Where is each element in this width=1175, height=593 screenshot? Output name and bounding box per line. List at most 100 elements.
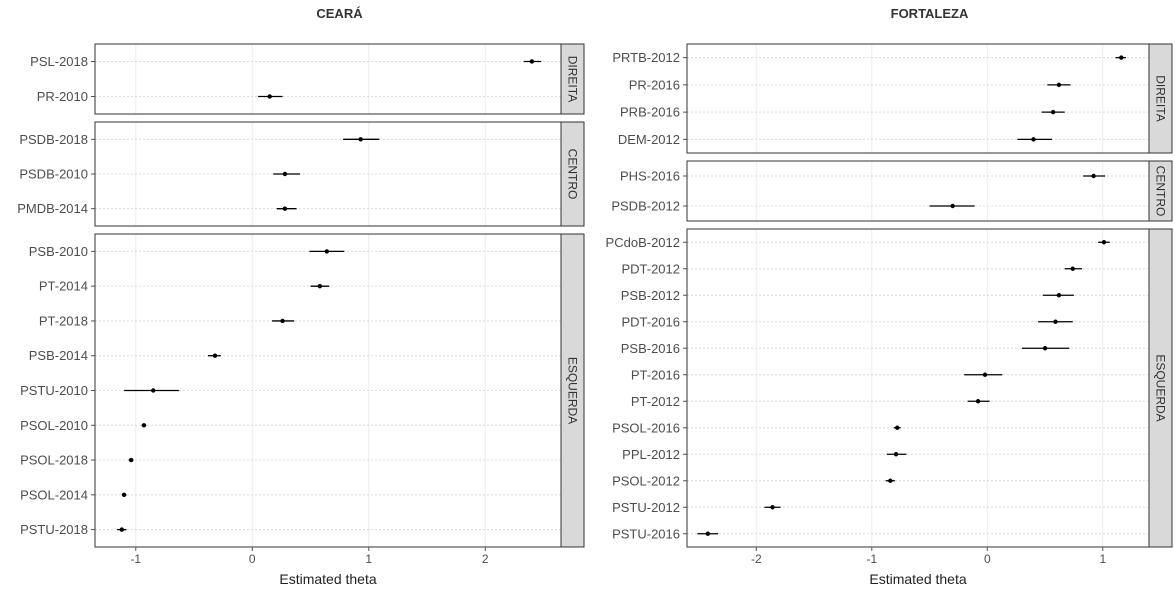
chart-title: FORTALEZA [891, 6, 969, 21]
data-point [1119, 55, 1124, 60]
y-tick-label: PSDB-2010 [19, 167, 88, 182]
facet-strip [560, 233, 585, 548]
y-tick-label: PSB-2010 [29, 244, 88, 259]
y-tick-label: PSL-2018 [30, 54, 88, 69]
data-point [1053, 319, 1058, 324]
y-tick-label: PT-2016 [631, 367, 680, 382]
facet-strip [1148, 160, 1173, 222]
x-tick-label: -2 [751, 552, 762, 566]
y-tick-label: PHS-2016 [620, 169, 680, 184]
data-point [950, 203, 955, 209]
data-point [212, 353, 218, 358]
data-point [151, 388, 156, 393]
data-point [317, 283, 323, 289]
y-tick-label: PSOL-2016 [612, 420, 680, 435]
data-point [280, 318, 285, 324]
y-tick-label: PSTU-2012 [612, 500, 680, 515]
data-point [888, 478, 893, 483]
data-point [895, 425, 900, 430]
y-tick-label: PSOL-2012 [612, 473, 680, 488]
facet-strip-label: ESQUERDA [566, 357, 580, 424]
facet-strip [1148, 43, 1173, 154]
y-tick-label: PSDB-2018 [19, 132, 88, 147]
chart-title: CEARÁ [316, 6, 363, 21]
data-point [1031, 137, 1036, 142]
y-tick-label: PDT-2016 [621, 314, 680, 329]
y-tick-label: PSB-2016 [621, 341, 680, 356]
x-axis-title: Estimated theta [279, 571, 376, 587]
data-point [358, 137, 363, 142]
facet-strip-label: DIREITA [566, 56, 580, 102]
y-tick-label: PSOL-2018 [20, 453, 88, 468]
data-point [1050, 109, 1056, 115]
panel-background [95, 44, 561, 114]
panel-background [687, 44, 1149, 153]
data-point [1042, 346, 1048, 351]
data-point [121, 492, 127, 498]
y-tick-label: PSTU-2016 [612, 526, 680, 541]
panel-background [687, 161, 1149, 221]
y-tick-label: PCdoB-2012 [606, 235, 680, 250]
facet-panel: PSB-2010 PT-2014 PT-2018 PSB-2014 PSTU-2010 P… [20, 233, 585, 548]
x-tick-label: 0 [984, 552, 991, 566]
x-axis-title: Estimated theta [869, 571, 966, 587]
data-point [267, 94, 272, 99]
data-point [282, 171, 288, 177]
data-point [1056, 82, 1062, 88]
x-tick-label: -1 [866, 552, 877, 566]
y-tick-label: PMDB-2014 [17, 201, 88, 216]
y-tick-label: PSTU-2010 [20, 383, 88, 398]
y-tick-label: PRTB-2012 [612, 50, 680, 65]
data-point [1091, 173, 1096, 179]
facet-panel: PCdoB-2012 PDT-2012 PSB-2012 PDT-2016 PSB-20… [606, 228, 1173, 548]
data-point [893, 452, 899, 457]
y-tick-label: DEM-2012 [618, 132, 680, 147]
x-tick-label: 2 [482, 552, 489, 566]
y-tick-label: PSTU-2018 [20, 522, 88, 537]
y-tick-label: PR-2016 [629, 77, 680, 92]
y-tick-label: PSOL-2014 [20, 487, 88, 502]
data-point [982, 372, 988, 377]
data-point [770, 505, 775, 510]
data-point [1056, 293, 1062, 298]
y-tick-label: PPL-2012 [622, 447, 680, 462]
y-tick-label: PSB-2012 [621, 288, 680, 303]
x-tick-label: 1 [365, 552, 372, 566]
facet-panel: PRTB-2012 PR-2016 PRB-2016 DEM-2012 DIREITA [612, 43, 1173, 154]
data-point [282, 206, 288, 211]
facet-strip-label: DIREITA [1154, 75, 1168, 121]
data-point [1101, 240, 1107, 245]
x-tick-label: 1 [1099, 552, 1106, 566]
facet-strip [1148, 228, 1173, 548]
facet-strip [560, 43, 585, 115]
facet-strip-label: CENTRO [566, 149, 580, 200]
y-tick-label: PRB-2016 [620, 105, 680, 120]
facet-strip [560, 121, 585, 227]
data-point [1070, 266, 1075, 271]
data-point [529, 59, 535, 64]
x-tick-label: -1 [130, 552, 141, 566]
y-tick-label: PR-2010 [37, 89, 88, 104]
y-tick-label: PT-2018 [39, 313, 88, 328]
data-point [705, 531, 710, 536]
data-point [128, 457, 134, 463]
y-tick-label: PSOL-2010 [20, 418, 88, 433]
data-point [324, 249, 330, 254]
y-tick-label: PT-2014 [39, 279, 88, 294]
y-tick-label: PSB-2014 [29, 348, 88, 363]
data-point [975, 399, 981, 404]
y-tick-label: PSDB-2012 [611, 199, 680, 214]
x-tick-label: 0 [249, 552, 256, 566]
data-point [119, 527, 124, 532]
facet-panel: PSL-2018 PR-2010 DIREITA [30, 43, 585, 115]
facet-panel: PSDB-2018 PSDB-2010 PMDB-2014 CENTRO [17, 121, 585, 227]
facet-strip-label: ESQUERDA [1154, 354, 1168, 421]
chart-fortaleza: FORTALEZA PRTB-2012 PR-2016 PRB-2016 DEM-201… [606, 6, 1173, 587]
y-tick-label: PDT-2012 [621, 261, 680, 276]
facet-strip-label: CENTRO [1154, 166, 1168, 217]
facet-panel: PHS-2016 PSDB-2012 CENTRO [611, 160, 1173, 222]
panel-background [687, 229, 1149, 547]
data-point [141, 423, 147, 428]
